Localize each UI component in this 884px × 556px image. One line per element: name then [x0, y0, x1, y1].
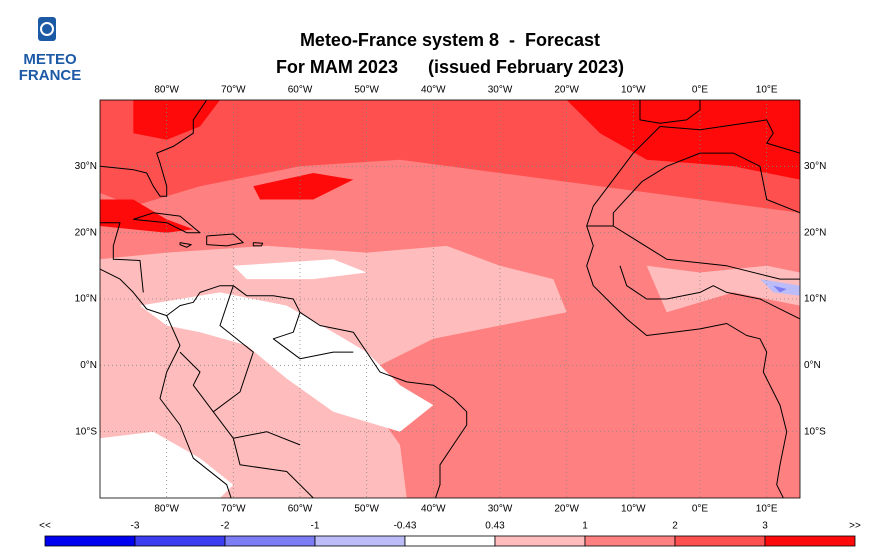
coastline: [272, 312, 354, 360]
logo: METEO FRANCE: [19, 17, 82, 84]
coastline: [100, 100, 208, 197]
colorbar: << -3 -2 -1 -0.43 0.43 1 2 3 >>: [39, 521, 861, 547]
colorbar-swatch: [224, 535, 316, 547]
coastline: [659, 119, 800, 154]
x-tick-label: 70°W: [221, 504, 246, 515]
map-frame: [99, 99, 801, 499]
x-tick-label: 60°W: [288, 504, 313, 515]
colorbar-swatch: [314, 535, 406, 547]
coastline: [252, 242, 264, 247]
y-tick-label: 0°N: [80, 360, 97, 371]
y-tick-label: 10°S: [804, 426, 826, 437]
x-tick-label: 20°W: [554, 504, 579, 515]
logo-text: FRANCE: [19, 67, 82, 84]
field-area: [233, 259, 367, 280]
colorbar-swatch: [44, 535, 136, 547]
x-tick-label: 10°W: [621, 504, 646, 515]
coastline: [100, 268, 468, 498]
coastline: [179, 242, 192, 248]
y-tick-label: 0°N: [804, 360, 821, 371]
x-tick-label: 10°E: [756, 85, 778, 96]
coastline: [619, 265, 800, 320]
field-area: [566, 100, 800, 180]
x-tick-label: 10°W: [621, 85, 646, 96]
colorbar-label: -2: [221, 521, 230, 532]
colorbar-label: 2: [672, 521, 678, 532]
colorbar-label: -0.43: [394, 521, 417, 532]
logo-text: METEO: [23, 51, 77, 68]
y-tick-label: 20°N: [804, 227, 826, 238]
y-tick-label: 20°N: [75, 227, 97, 238]
colorbar-label: 3: [762, 521, 768, 532]
x-tick-label: 40°W: [421, 504, 446, 515]
colorbar-label: -3: [131, 521, 140, 532]
field-area: [646, 265, 800, 313]
colorbar-swatch: [764, 535, 856, 547]
colorbar-swatch: [134, 535, 226, 547]
x-tick-label: 0°E: [692, 85, 709, 96]
colorbar-swatch: [494, 535, 586, 547]
x-tick-label: 40°W: [421, 85, 446, 96]
coastline: [159, 315, 232, 498]
colorbar-label: <<: [39, 521, 51, 532]
y-tick-label: 10°N: [75, 294, 97, 305]
coastline: [100, 222, 144, 293]
coastline: [206, 233, 244, 247]
logo-icon: [38, 17, 56, 41]
colorbar-swatch: [404, 535, 496, 547]
x-tick-label: 30°W: [488, 504, 513, 515]
x-tick-label: 70°W: [221, 85, 246, 96]
colorbar-label: >>: [849, 521, 861, 532]
axes: 80°W 80°W 70°W 70°W 60°W 60°W 50°W 50°W 40°W 40°W…: [75, 85, 827, 515]
x-tick-label: 60°W: [288, 85, 313, 96]
colorbar-label: -1: [311, 521, 320, 532]
colorbar-swatch: [584, 535, 676, 547]
colorbar-label: 0.43: [485, 521, 505, 532]
field-area: [133, 100, 220, 140]
x-tick-label: 30°W: [488, 85, 513, 96]
y-tick-label: 10°N: [804, 294, 826, 305]
coastline: [586, 126, 788, 498]
colorbar-swatch: [674, 535, 766, 547]
map: [100, 100, 800, 498]
x-tick-label: 50°W: [354, 504, 379, 515]
y-tick-label: 10°S: [75, 426, 97, 437]
y-tick-label: 30°N: [75, 161, 97, 172]
field-area: [140, 292, 434, 432]
coastline: [613, 225, 800, 280]
title: Meteo-France system 8 - Forecast: [300, 30, 600, 50]
field-area: [253, 173, 354, 200]
coastline: [639, 100, 701, 124]
coastline: [179, 351, 214, 413]
x-tick-label: 80°W: [154, 504, 179, 515]
coastline: [133, 212, 201, 234]
logo-icon-detail: [40, 22, 54, 36]
y-tick-label: 30°N: [804, 161, 826, 172]
x-tick-label: 10°E: [756, 504, 778, 515]
x-tick-label: 20°W: [554, 85, 579, 96]
x-tick-label: 80°W: [154, 85, 179, 96]
subtitle: For MAM 2023 (issued February 2023): [276, 57, 624, 77]
coastline: [586, 152, 800, 227]
colorbar-label: 1: [582, 521, 588, 532]
field-area: [773, 285, 787, 293]
coastline: [233, 431, 301, 446]
x-tick-label: 50°W: [354, 85, 379, 96]
x-tick-label: 0°E: [692, 504, 709, 515]
